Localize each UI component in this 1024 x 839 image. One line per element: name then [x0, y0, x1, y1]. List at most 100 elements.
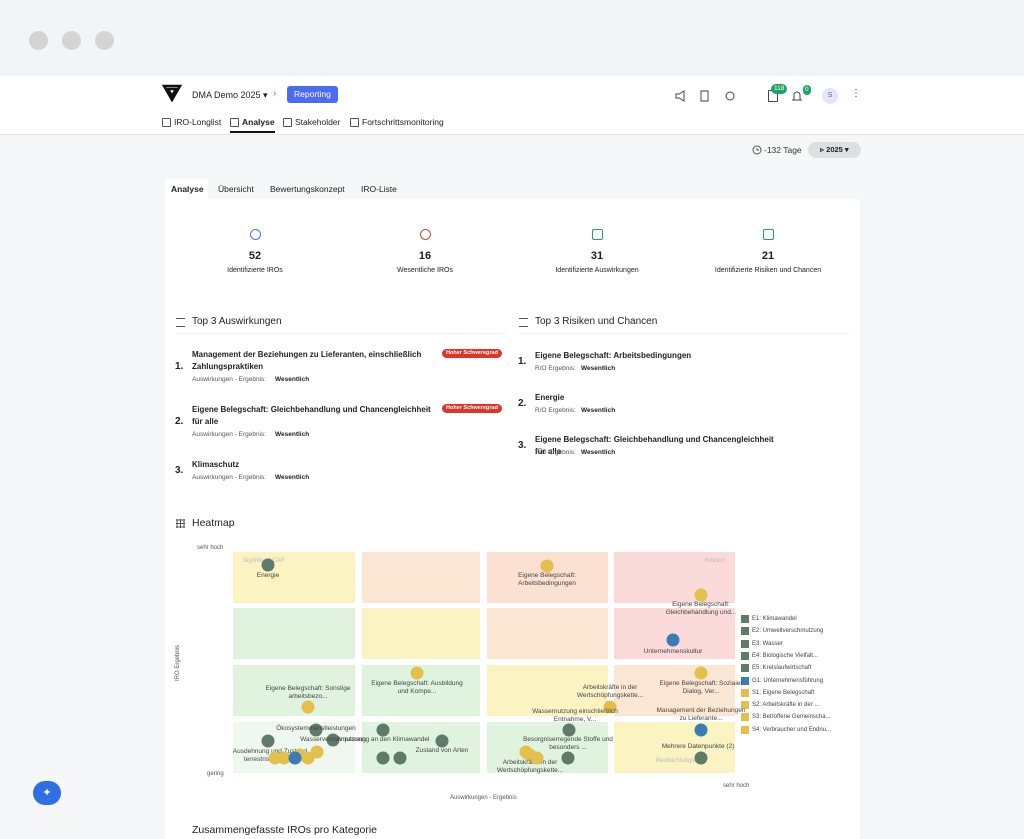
- point-label: Eigene Belegschaft: Soziaier Dialog, Ver…: [659, 680, 743, 695]
- heat-point[interactable]: [288, 751, 302, 765]
- legend-swatch: [741, 615, 749, 623]
- item-title[interactable]: Energie: [535, 393, 565, 402]
- heat-point[interactable]: [519, 745, 533, 759]
- heat-cell: [233, 608, 355, 659]
- heat-point[interactable]: [694, 723, 708, 737]
- rank: 2.: [518, 398, 527, 409]
- legend-label: E3: Wasser: [752, 640, 783, 647]
- heat-point[interactable]: [603, 700, 617, 714]
- heat-point[interactable]: [562, 723, 576, 737]
- item-result: Wesentlich: [581, 407, 616, 414]
- axis-title: IRO Ergebnis: [175, 644, 182, 682]
- nav-tab[interactable]: Stakeholder: [295, 117, 341, 127]
- heat-point[interactable]: [376, 751, 390, 765]
- heat-point[interactable]: [694, 751, 708, 765]
- legend-label: E5: Kreislaufwirtschaft: [752, 665, 812, 672]
- heat-cell: [362, 552, 480, 603]
- point-label: Anpassung an den Klimawandel: [336, 736, 430, 743]
- point-label: Mehrere Datenpunkte (2): [661, 743, 735, 750]
- zone-label: Kritisch: [705, 558, 725, 564]
- nav-icon: [162, 118, 171, 127]
- axis-label: sehr hoch: [197, 545, 224, 551]
- tab[interactable]: Bewertungskonzept: [270, 184, 345, 194]
- nav-tab[interactable]: Analyse: [242, 117, 275, 127]
- heat-point[interactable]: [561, 751, 575, 765]
- heat-point[interactable]: [376, 723, 390, 737]
- clock-icon: [752, 145, 762, 155]
- window-dot[interactable]: [29, 31, 48, 50]
- heat-cell: [233, 552, 355, 603]
- heat-point[interactable]: [666, 633, 680, 647]
- tab[interactable]: Übersicht: [218, 184, 254, 194]
- heat-point[interactable]: [309, 723, 323, 737]
- list-icon: [519, 318, 528, 327]
- heat-cell: [614, 665, 735, 716]
- rank: 2.: [175, 416, 184, 427]
- tab[interactable]: Analyse: [171, 184, 204, 194]
- heat-point[interactable]: [530, 751, 544, 765]
- more-menu[interactable]: ⋮: [851, 88, 861, 99]
- header-icons[interactable]: [675, 90, 745, 102]
- heatmap-icon: [176, 519, 185, 528]
- nav-tab[interactable]: IRO-Longlist: [174, 117, 222, 127]
- item-meta: Auswirkungen - Ergebnis:: [192, 474, 267, 481]
- legend-swatch: [741, 664, 749, 673]
- assistant-button[interactable]: ✦: [33, 781, 61, 805]
- legend-swatch: [741, 713, 749, 722]
- kpi-label: Identifizierte Risiken und Chancen: [714, 267, 822, 274]
- point-label: Eigene Belegschaft: Gleichbehandlung und…: [665, 601, 737, 616]
- nav-tab[interactable]: Fortschrittsmonitoring: [362, 117, 444, 127]
- logo[interactable]: [162, 84, 182, 102]
- heat-point[interactable]: [261, 734, 275, 748]
- legend-swatch: [741, 639, 749, 648]
- legend-swatch: [741, 676, 749, 685]
- item-title[interactable]: Eigene Belegschaft: Gleichbehandlung und…: [192, 405, 431, 426]
- heat-point[interactable]: [393, 751, 407, 765]
- heat-point[interactable]: [261, 558, 275, 572]
- legend-swatch: [741, 688, 749, 697]
- item-title[interactable]: Eigene Belegschaft: Gleichbehandlung und…: [535, 435, 774, 456]
- point-label: Management der Beziehungen zu Lieferante…: [656, 707, 746, 722]
- kpi-icon: [763, 229, 774, 240]
- reporting-badge[interactable]: Reporting: [287, 86, 338, 103]
- legend-label: E4: Biologische Vielfalt...: [752, 652, 818, 659]
- heat-point[interactable]: [326, 733, 340, 747]
- point-label: Unternehmenskultur: [643, 648, 703, 655]
- kpi-label: Identifizierte Auswirkungen: [555, 267, 639, 274]
- item-meta: R/O Ergebnis:: [535, 365, 576, 372]
- axis-title: Auswirkungen - Ergebnis: [450, 795, 517, 801]
- item-title[interactable]: Management der Beziehungen zu Lieferante…: [192, 350, 422, 371]
- severity-tag: Hoher Schweregrad: [442, 349, 502, 358]
- heat-point[interactable]: [277, 751, 291, 765]
- heat-cell: [487, 665, 608, 716]
- avatar[interactable]: S: [822, 88, 838, 104]
- legend-label: S2: Arbeitskräfte in der ...: [752, 702, 820, 709]
- bell-icon[interactable]: [792, 90, 802, 102]
- heat-point[interactable]: [310, 745, 324, 759]
- axis-label: sehr hoch: [723, 783, 750, 789]
- heat-point[interactable]: [435, 734, 449, 748]
- heat-cell: [362, 608, 480, 659]
- heat-point[interactable]: [301, 700, 315, 714]
- window-dot[interactable]: [62, 31, 81, 50]
- heat-point[interactable]: [410, 666, 424, 680]
- point-label: Wassernutzung einschließlich Entnahme, V…: [532, 708, 618, 723]
- heat-point[interactable]: [694, 666, 708, 680]
- rank: 3.: [518, 440, 527, 451]
- zone-label: Beobachtungsliste: [656, 758, 706, 764]
- project-select[interactable]: DMA Demo 2025 ▾: [192, 90, 268, 100]
- heat-point[interactable]: [694, 588, 708, 602]
- item-title[interactable]: Eigene Belegschaft: Arbeitsbedingungen: [535, 351, 692, 360]
- days-label: -132 Tage: [764, 145, 802, 155]
- year-select[interactable]: ▹ 2025 ▾: [808, 142, 861, 158]
- item-title[interactable]: Klimaschutz: [192, 460, 240, 469]
- tab[interactable]: IRO-Liste: [361, 184, 397, 194]
- breadcrumb-sep: ›: [273, 88, 277, 99]
- section-title: Zusammengefasste IROs pro Kategorie: [192, 824, 378, 836]
- heat-cell: [487, 608, 608, 659]
- legend-label: S1: Eigene Belegschaft: [752, 689, 815, 696]
- window-dot[interactable]: [95, 31, 114, 50]
- heat-cell: [233, 722, 355, 773]
- heat-point[interactable]: [540, 559, 554, 573]
